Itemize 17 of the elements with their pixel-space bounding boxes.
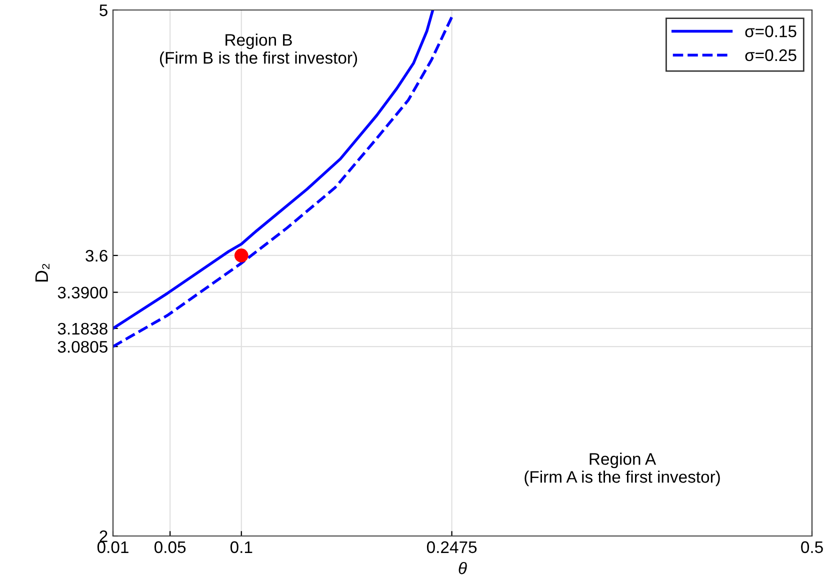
- y-tick-label: 2: [100, 530, 108, 542]
- x-tick-label: 0.5: [801, 541, 823, 554]
- x-axis-title: θ: [458, 562, 467, 574]
- x-tick-label: 0.2475: [426, 541, 477, 554]
- legend-label: σ=0.15: [745, 25, 796, 38]
- annotation: Region B (Firm B is the first investor): [160, 34, 358, 68]
- y-tick-label: 3.1838: [58, 322, 108, 335]
- y-tick-label: 5: [100, 4, 108, 16]
- annotation: Region A (Firm A is the first investor): [524, 452, 720, 486]
- x-tick-label: 0.01: [97, 541, 128, 554]
- y-tick-label: 3.6: [86, 250, 108, 262]
- y-tick-label: 3.3900: [58, 286, 108, 298]
- x-tick-label: 0.1: [230, 541, 252, 554]
- legend-label: σ=0.25: [745, 49, 796, 62]
- y-axis-title: D₂: [35, 264, 50, 282]
- y-tick-label: 3.0805: [58, 340, 108, 353]
- x-tick-label: 0.05: [154, 541, 186, 554]
